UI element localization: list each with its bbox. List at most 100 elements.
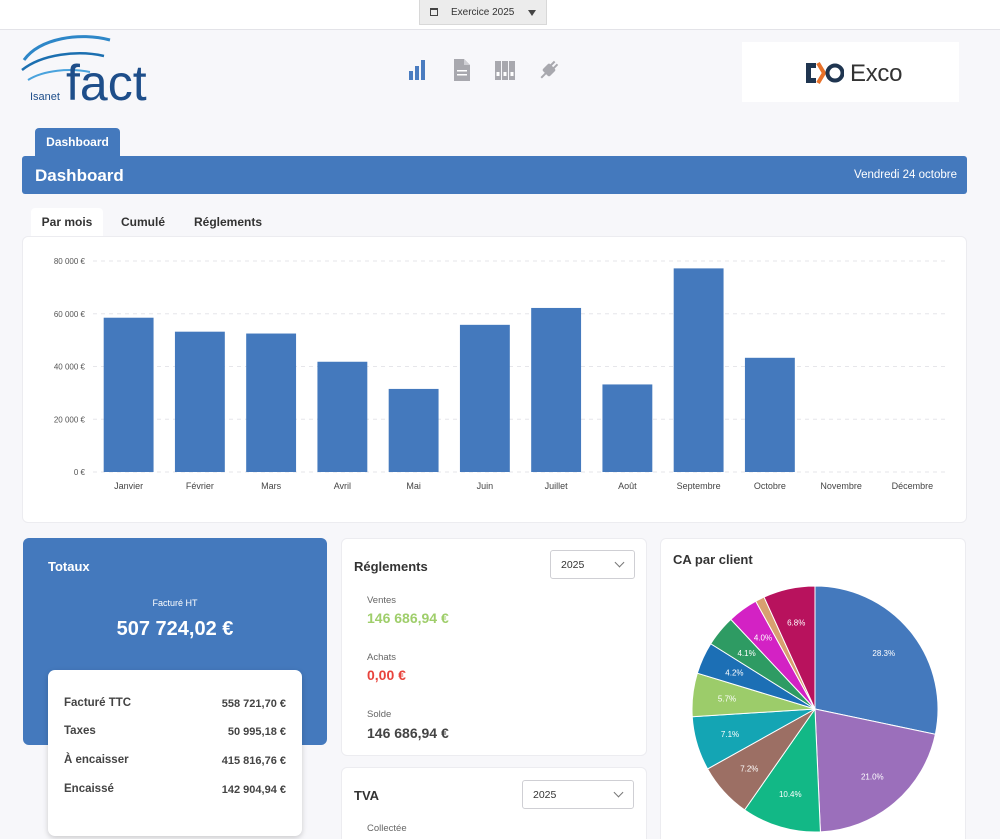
collectee-label: Collectée [367, 823, 407, 834]
exco-mark-icon [806, 61, 844, 85]
x-tick-label: Août [618, 481, 637, 491]
chevron-down-icon [613, 787, 624, 798]
x-tick-label: Mars [261, 481, 281, 491]
x-tick-label: Février [186, 481, 214, 491]
selected-year: 2025 [561, 559, 585, 571]
binders-icon[interactable] [494, 58, 516, 82]
reglements-card: Réglements 2025 Ventes 146 686,94 € Acha… [341, 538, 647, 756]
facture-ht-label: Facturé HT [152, 598, 198, 608]
pie-slice[interactable] [814, 585, 939, 735]
isanet-fact-logo[interactable]: fact Isanet [20, 32, 172, 104]
x-tick-label: Avril [334, 481, 351, 491]
pie-slice-label: 28.3% [872, 649, 895, 658]
logo-brand: fact [66, 55, 147, 104]
bar-janvier[interactable] [103, 317, 154, 472]
calendar-icon [430, 8, 438, 16]
x-tick-label: Octobre [754, 481, 786, 491]
tva-year-select[interactable]: 2025 [522, 780, 634, 809]
ventes-value: 146 686,94 € [367, 610, 449, 626]
row-value: 50 995,18 € [227, 726, 286, 738]
tva-card: TVA 2025 Collectée [341, 767, 647, 839]
tva-title: TVA [354, 788, 380, 803]
main-nav [405, 58, 565, 84]
reglements-year-select[interactable]: 2025 [550, 550, 635, 579]
pie-slice-label: 7.1% [721, 730, 739, 739]
y-tick-label: 20 000 € [54, 415, 86, 424]
y-tick-label: 40 000 € [54, 363, 86, 372]
x-tick-label: Juin [477, 481, 494, 491]
page-title: Dashboard [35, 166, 124, 185]
bar-août[interactable] [602, 384, 653, 472]
bar-février[interactable] [174, 331, 225, 472]
bar-avril[interactable] [317, 361, 368, 472]
exercice-label: Exercice 2025 [451, 7, 515, 18]
x-tick-label: Novembre [820, 481, 862, 491]
totaux-title: Totaux [48, 559, 90, 574]
x-tick-label: Mai [406, 481, 421, 491]
bar-octobre[interactable] [744, 357, 795, 472]
top-bar: Exercice 2025 [0, 0, 1000, 30]
exco-word: Exco [850, 60, 903, 87]
reglements-title: Réglements [354, 559, 428, 574]
exercice-selector[interactable]: Exercice 2025 [419, 0, 547, 25]
caret-down-icon [528, 10, 536, 16]
facture-ht-value: 507 724,02 € [116, 618, 234, 640]
pie-slice-label: 5.7% [718, 695, 736, 704]
subtab-reglements[interactable]: Réglements [193, 215, 263, 229]
solde-value: 146 686,94 € [367, 725, 449, 741]
ca-title: CA par client [673, 552, 753, 567]
pie-slice-label: 4.1% [737, 649, 755, 658]
achats-label: Achats [367, 652, 397, 663]
row-value: 142 904,94 € [221, 784, 286, 796]
x-tick-label: Juillet [545, 481, 569, 491]
subtab-cumule[interactable]: Cumulé [120, 215, 165, 229]
row-value: 558 721,70 € [221, 698, 286, 710]
solde-label: Solde [367, 709, 392, 720]
y-tick-label: 60 000 € [54, 310, 86, 319]
row-value: 415 816,76 € [221, 755, 286, 767]
x-tick-label: Septembre [677, 481, 721, 491]
document-icon[interactable] [451, 58, 473, 82]
plug-icon[interactable] [538, 58, 560, 82]
monthly-bar-chart: 0 € 20 000 € 40 000 € 60 000 € 80 000 € Janvi… [54, 257, 948, 491]
pie-slice-label: 21.0% [861, 773, 884, 782]
pie-slice-label: 4.2% [725, 668, 743, 677]
logo-sub: Isanet [30, 91, 60, 103]
pie-slice-label: 4.0% [754, 633, 772, 642]
exco-logo: Exco [742, 42, 959, 102]
row-label: Facturé TTC [64, 697, 132, 709]
totaux-row-encaisse: Encaissé 142 904,94 € [64, 783, 286, 799]
x-tick-label: Décembre [892, 481, 934, 491]
ca-par-client-card: CA par client 28.3% 21.0% 10.4% 7.2% 7.1% 5.7… [660, 538, 966, 839]
bar-mai[interactable] [388, 388, 439, 472]
pie-slice-label: 10.4% [779, 790, 802, 799]
row-label: Encaissé [64, 783, 114, 795]
bar-chart-icon[interactable] [405, 58, 427, 82]
totaux-row-ttc: Facturé TTC 558 721,70 € [64, 697, 286, 713]
tab-dashboard[interactable]: Dashboard [35, 128, 120, 158]
ca-pie-chart: 28.3% 21.0% 10.4% 7.2% 7.1% 5.7% 4.2% 4.1% 4.0% 6… [691, 585, 939, 833]
ventes-label: Ventes [367, 595, 397, 606]
bar-septembre[interactable] [673, 268, 724, 472]
achats-value: 0,00 € [367, 667, 406, 683]
subtab-par-mois[interactable]: Par mois [31, 208, 103, 236]
chevron-down-icon [614, 557, 625, 568]
bar-juillet[interactable] [531, 307, 582, 472]
selected-year: 2025 [533, 789, 557, 801]
bar-juin[interactable] [459, 324, 510, 472]
row-label: Taxes [64, 725, 96, 737]
pie-slice[interactable] [763, 585, 816, 710]
pie-slice[interactable] [814, 708, 936, 833]
current-date: Vendredi 24 octobre [854, 169, 957, 181]
bar-mars[interactable] [246, 333, 297, 472]
pie-slice-label: 6.8% [787, 618, 805, 627]
totaux-details: Facturé TTC 558 721,70 € Taxes 50 995,18… [48, 670, 302, 836]
x-tick-label: Janvier [114, 481, 143, 491]
y-tick-label: 80 000 € [54, 257, 86, 266]
page-banner: Dashboard Vendredi 24 octobre [22, 156, 967, 194]
totaux-row-a-encaisser: À encaisser 415 816,76 € [64, 754, 286, 770]
pie-slice[interactable] [743, 707, 821, 833]
row-label: À encaisser [64, 754, 129, 766]
monthly-chart-card: 0 € 20 000 € 40 000 € 60 000 € 80 000 € Janvi… [22, 236, 967, 523]
pie-slice-label: 7.2% [740, 764, 758, 773]
